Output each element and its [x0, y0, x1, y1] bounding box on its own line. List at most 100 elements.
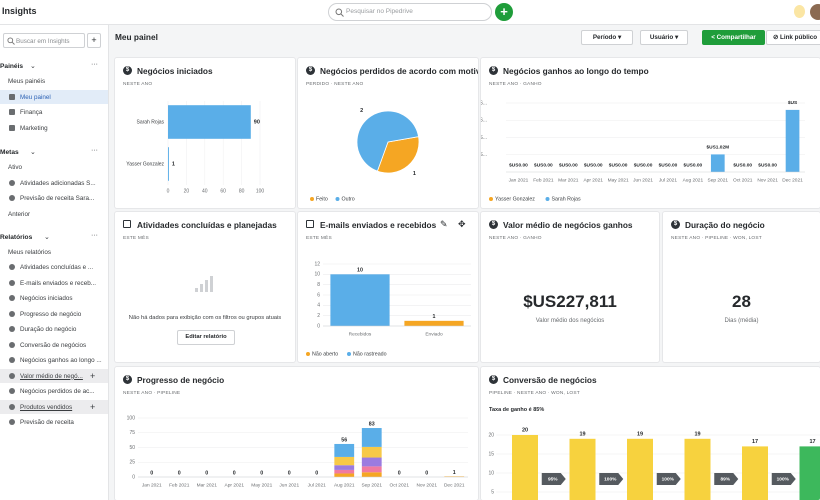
- y-tick-label: $US...: [481, 135, 487, 141]
- legend-label: Não aberto: [312, 351, 338, 357]
- report-title[interactable]: Negócios perdidos de acordo com motivos: [320, 66, 478, 76]
- sidebar-item[interactable]: Produtos vendidos: [20, 403, 73, 411]
- sidebar-item[interactable]: Negócios perdidos de ac...: [20, 388, 95, 396]
- report-filters: NESTE ANO · PIPELINE: [123, 391, 181, 396]
- metric-caption: Valor médio dos negócios: [535, 318, 605, 324]
- period-button[interactable]: Período ▾: [581, 30, 633, 45]
- bar-segment: [361, 466, 382, 473]
- legend-label: Feito: [316, 196, 328, 202]
- section-menu[interactable]: ···: [91, 147, 98, 154]
- value-label: $US0.00: [534, 162, 553, 168]
- sidebar-item[interactable]: Conversão de negócios: [20, 341, 87, 349]
- total-label: 1: [433, 314, 436, 320]
- group-title[interactable]: Meus painéis: [8, 78, 46, 85]
- report-title[interactable]: E-mails enviados e recebidos: [320, 220, 437, 230]
- item-icon: [9, 388, 15, 395]
- y-tick-label: 0: [317, 323, 320, 329]
- user-button[interactable]: Usuário ▾: [640, 30, 688, 45]
- sidebar-item[interactable]: Anterior: [8, 210, 31, 218]
- share-button[interactable]: < Compartilhar: [702, 30, 765, 45]
- item-highlight: [0, 89, 108, 104]
- conversion-label: 100%: [662, 476, 675, 482]
- y-tick-label: 20: [488, 432, 494, 438]
- report-filters: ESTE MÊS: [306, 236, 332, 241]
- x-tick-label: Apr 2021: [583, 177, 603, 183]
- avatar[interactable]: [810, 4, 820, 20]
- edit-icon[interactable]: ✎: [440, 219, 448, 229]
- value-label: 90: [254, 119, 260, 125]
- sidebar-item[interactable]: Progresso de negócio: [20, 310, 82, 318]
- item-icon: [9, 403, 15, 410]
- sidebar-item[interactable]: Marketing: [20, 124, 48, 132]
- bar-segment: [330, 274, 390, 326]
- report-title[interactable]: Atividades concluídas e planejadas: [137, 220, 277, 230]
- search-placeholder: Pesquisar no Pipedrive: [346, 8, 413, 15]
- x-tick-label: Jun 2021: [633, 177, 653, 183]
- legend-label: Yasser Gonzalez: [495, 196, 535, 202]
- icon-bar: [200, 284, 203, 292]
- item-add[interactable]: +: [90, 370, 96, 381]
- total-label: 0: [150, 470, 153, 476]
- sidebar-item[interactable]: Atividades adicionadas S...: [20, 179, 96, 187]
- section-menu[interactable]: ···: [91, 61, 98, 68]
- sidebar-item[interactable]: Finança: [20, 109, 43, 116]
- report-card: Atividades concluídas e planejadas ESTE M…: [115, 212, 295, 362]
- empty-chart-icon: [195, 276, 213, 292]
- x-tick-label: Jun 2021: [279, 482, 299, 488]
- sidebar-item[interactable]: Meu painel: [20, 93, 51, 101]
- tips-icon[interactable]: [794, 5, 805, 18]
- public-link-button[interactable]: ⊘ Link público: [766, 30, 820, 45]
- group-title[interactable]: Ativo: [8, 164, 22, 171]
- value-label: 20: [522, 427, 528, 433]
- report-title[interactable]: Negócios ganhos ao longo do tempo: [503, 66, 649, 76]
- sidebar-item[interactable]: Duração do negócio: [20, 326, 77, 334]
- search-box[interactable]: Pesquisar no Pipedrive: [328, 3, 492, 21]
- x-tick-label: Aug 2021: [683, 177, 704, 183]
- sidebar-item[interactable]: E-mails enviados e receb...: [20, 279, 96, 287]
- report-filters: ESTE MÊS: [123, 236, 149, 241]
- sidebar-item[interactable]: Previsão de receita Sara...: [20, 195, 95, 202]
- value-label: 19: [579, 431, 585, 437]
- metric-value: 28: [732, 292, 751, 311]
- y-tick-label: 6: [317, 292, 320, 298]
- item-icon: [9, 341, 15, 348]
- section-menu[interactable]: ···: [91, 232, 98, 239]
- x-tick-label: May 2021: [608, 177, 629, 183]
- y-tick-label: 75: [129, 430, 135, 436]
- report-title[interactable]: Negócios iniciados: [137, 66, 213, 76]
- y-tick-label: $US...: [481, 100, 487, 106]
- section-title: Painéis: [0, 63, 24, 70]
- report-title[interactable]: Conversão de negócios: [503, 375, 597, 385]
- report-title[interactable]: Duração do negócio: [685, 220, 765, 230]
- item-add[interactable]: +: [90, 401, 96, 412]
- y-tick-label: 0: [132, 474, 135, 480]
- report-filters: PIPELINE · NESTE ANO · WON, LOST: [489, 391, 580, 396]
- report-icon: $: [489, 66, 498, 75]
- section-toggle[interactable]: ⌄: [30, 63, 36, 70]
- total-label: 56: [341, 437, 347, 443]
- sidebar-add[interactable]: +: [87, 33, 101, 48]
- move-icon[interactable]: ✥: [458, 219, 466, 229]
- sidebar-item[interactable]: Negócios ganhos ao longo ...: [20, 357, 102, 365]
- add-button[interactable]: +: [495, 3, 513, 21]
- x-tick-label: 80: [239, 188, 245, 194]
- sidebar-item[interactable]: Valor médio de negó...: [20, 372, 83, 380]
- report-title[interactable]: Valor médio de negócios ganhos: [503, 220, 633, 230]
- section-toggle[interactable]: ⌄: [44, 234, 50, 241]
- group-title[interactable]: Meus relatórios: [8, 249, 52, 256]
- section-toggle[interactable]: ⌄: [30, 149, 36, 156]
- sidebar-item[interactable]: Negócios iniciados: [20, 295, 73, 303]
- sidebar-item[interactable]: Previsão de receita: [20, 418, 74, 426]
- total-label: 0: [178, 470, 181, 476]
- value-label: 1: [413, 171, 416, 177]
- legend-label: Não rastreado: [353, 351, 387, 357]
- sidebar-search[interactable]: Buscar em Insights: [3, 33, 85, 48]
- sidebar-item[interactable]: Atividades concluídas e ...: [20, 264, 94, 272]
- report-title[interactable]: Progresso de negócio: [137, 375, 225, 385]
- pie-slice: [356, 110, 419, 172]
- bar: [742, 446, 768, 500]
- metric-caption: Dias (média): [724, 318, 759, 324]
- report-filters: NESTE ANO · PIPELINE · WON, LOST: [671, 236, 762, 241]
- edit-report-button[interactable]: Editar relatório: [177, 330, 235, 345]
